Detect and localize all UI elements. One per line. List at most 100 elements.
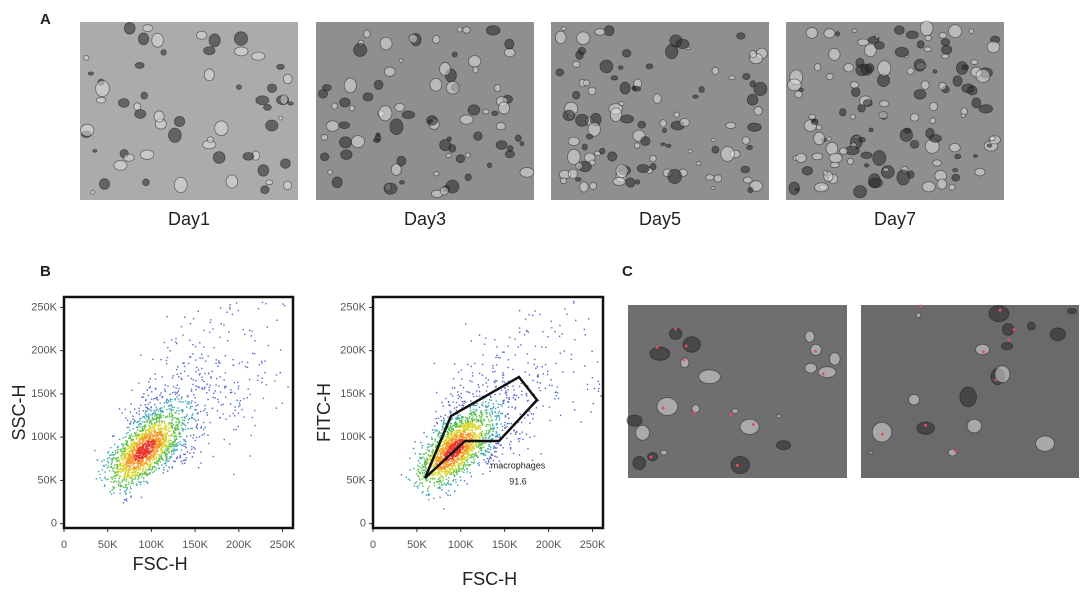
event (466, 467, 468, 470)
event (459, 426, 462, 428)
event (141, 448, 143, 450)
event (174, 398, 177, 400)
event (136, 443, 139, 446)
event (455, 470, 458, 472)
event (449, 483, 452, 485)
event (478, 390, 481, 393)
event (438, 436, 441, 439)
event (455, 446, 457, 449)
event (405, 476, 407, 478)
event (120, 448, 123, 450)
event (462, 422, 464, 425)
cell (468, 55, 482, 68)
event (127, 431, 129, 434)
event (155, 442, 157, 445)
event (142, 454, 145, 456)
event (177, 427, 179, 430)
event (469, 442, 472, 444)
event (535, 407, 538, 409)
event (512, 396, 515, 399)
event (163, 440, 166, 443)
event (464, 416, 467, 419)
event (133, 448, 135, 451)
event (142, 470, 144, 473)
event (235, 428, 237, 431)
event (161, 464, 163, 466)
event (486, 423, 488, 426)
event (457, 417, 459, 420)
event (144, 440, 146, 442)
cell (212, 151, 226, 164)
event (446, 452, 448, 454)
event (210, 377, 212, 379)
event (130, 420, 132, 423)
event (153, 452, 155, 454)
event (419, 457, 422, 460)
event (130, 472, 133, 474)
event (448, 427, 451, 430)
event (462, 405, 465, 407)
cell (123, 22, 136, 35)
event (477, 421, 479, 423)
event (466, 438, 468, 441)
cell (265, 179, 274, 186)
y-tick-label: 100K (31, 431, 57, 443)
event (173, 451, 175, 453)
event (450, 418, 453, 421)
event (177, 441, 179, 444)
event (146, 462, 148, 464)
event (450, 455, 452, 457)
event (431, 444, 433, 446)
cell (555, 30, 567, 45)
event (149, 460, 151, 462)
event (183, 459, 186, 462)
event (425, 480, 427, 482)
event (242, 328, 244, 331)
panel-label: B (40, 263, 51, 280)
event (458, 469, 460, 471)
event (200, 426, 203, 428)
cell (622, 49, 632, 58)
event (152, 442, 154, 445)
event (467, 363, 469, 366)
event (462, 435, 465, 438)
event (137, 433, 139, 436)
event (453, 363, 456, 365)
event (197, 310, 199, 312)
event (464, 420, 466, 422)
event (122, 454, 124, 456)
cell (794, 187, 800, 192)
event (448, 452, 450, 454)
event (165, 427, 168, 429)
event (426, 435, 428, 438)
event (148, 387, 151, 389)
event (159, 443, 161, 446)
event (443, 450, 445, 452)
event (448, 471, 451, 473)
cell (748, 50, 757, 59)
event (125, 449, 127, 452)
event (446, 433, 448, 436)
event (154, 456, 156, 458)
event (155, 446, 157, 448)
event (453, 429, 455, 432)
event (417, 459, 420, 462)
event (125, 484, 127, 486)
event (140, 456, 142, 458)
event (434, 460, 436, 463)
event (123, 499, 126, 501)
event (590, 411, 592, 413)
event (457, 454, 459, 457)
event (465, 441, 467, 444)
event (136, 454, 139, 457)
event (484, 454, 487, 457)
cell (932, 159, 942, 167)
event (126, 461, 129, 463)
event (287, 386, 289, 388)
event (154, 446, 157, 448)
cell (451, 51, 458, 58)
event (558, 335, 561, 338)
event (515, 433, 517, 435)
event (130, 403, 132, 405)
event (435, 430, 437, 432)
